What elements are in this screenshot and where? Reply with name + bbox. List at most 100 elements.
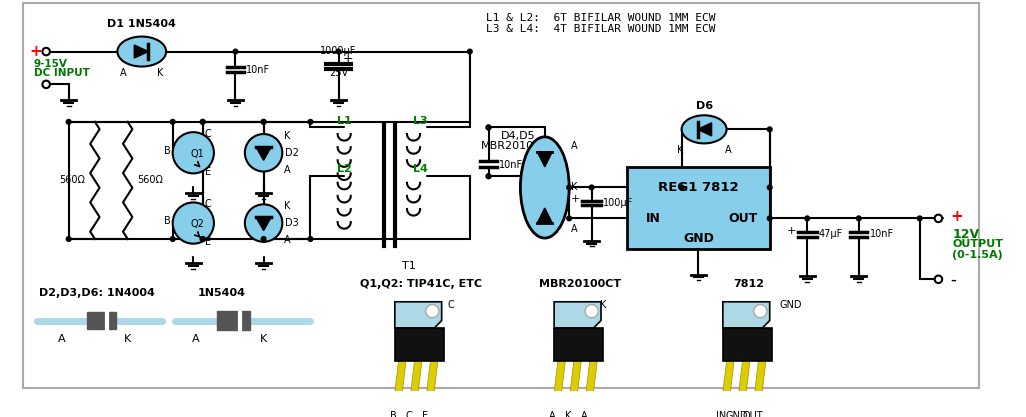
FancyBboxPatch shape [87,312,116,329]
Polygon shape [395,302,441,328]
Polygon shape [256,217,271,231]
Circle shape [767,185,772,190]
Text: +: + [787,226,796,236]
Circle shape [200,237,205,241]
Text: IN: IN [646,212,661,225]
Text: D6: D6 [696,100,713,111]
Text: A: A [571,141,578,151]
Text: A: A [571,224,578,234]
Circle shape [233,49,238,54]
Circle shape [589,185,594,190]
Text: A: A [284,235,290,245]
Circle shape [917,216,922,221]
Text: 560Ω: 560Ω [137,176,163,186]
Text: E: E [204,166,210,176]
Text: K: K [676,145,683,155]
Text: K: K [565,410,571,417]
Text: 12V: 12V [952,228,980,241]
FancyBboxPatch shape [627,167,770,249]
Circle shape [767,127,772,132]
Ellipse shape [520,137,569,238]
Text: +: + [30,44,42,59]
Text: +: + [343,53,353,65]
Circle shape [262,120,266,124]
Text: 560Ω: 560Ω [60,176,85,186]
Text: C: C [405,410,412,417]
Polygon shape [256,147,271,160]
Text: L3: L3 [412,116,428,126]
Circle shape [804,216,810,221]
Text: D1 1N5404: D1 1N5404 [108,19,176,29]
Circle shape [566,216,571,221]
Text: Q1: Q1 [190,149,204,159]
Polygon shape [753,361,766,408]
Text: L4: L4 [412,164,428,174]
Text: Q1,Q2: TIP41C, ETC: Q1,Q2: TIP41C, ETC [360,279,482,289]
Text: C: C [204,199,211,209]
Polygon shape [721,361,734,408]
FancyBboxPatch shape [554,328,603,361]
Ellipse shape [681,115,726,143]
Text: GND: GND [683,233,714,246]
Polygon shape [737,361,750,408]
Polygon shape [393,361,406,408]
Text: Q2: Q2 [190,219,204,229]
Text: L1 & L2:  6T BIFILAR WOUND 1MM ECW: L1 & L2: 6T BIFILAR WOUND 1MM ECW [486,13,716,23]
Polygon shape [538,152,552,167]
Ellipse shape [245,204,282,242]
Text: -: - [951,270,956,288]
Circle shape [426,304,439,318]
Circle shape [200,237,205,241]
Circle shape [200,120,205,124]
Text: C: C [447,299,455,309]
Text: DC INPUT: DC INPUT [34,68,90,78]
Text: D3: D3 [285,218,299,228]
Polygon shape [538,208,552,223]
Circle shape [67,237,71,241]
Circle shape [679,185,684,190]
Circle shape [486,125,490,130]
Text: A: A [581,410,588,417]
Text: MBR20100CT: MBR20100CT [540,279,622,289]
Ellipse shape [172,202,214,244]
Text: D2: D2 [285,148,299,158]
Text: K: K [284,201,290,211]
Circle shape [486,174,490,178]
Text: D2,D3,D6: 1N4004: D2,D3,D6: 1N4004 [39,288,155,298]
Text: 100μF: 100μF [603,198,633,208]
Text: B: B [164,146,170,156]
Text: K: K [571,183,578,193]
Text: A: A [192,334,200,344]
Text: A: A [58,334,66,344]
Circle shape [42,80,50,88]
FancyBboxPatch shape [216,311,249,330]
Text: K: K [284,131,290,141]
Text: MBR20100CT: MBR20100CT [481,141,556,151]
Text: E: E [204,237,210,247]
Text: GND: GND [779,299,801,309]
Circle shape [486,174,490,178]
Text: D4,D5: D4,D5 [502,131,536,141]
Circle shape [262,237,266,241]
Text: K: K [599,299,606,309]
Ellipse shape [245,134,282,171]
FancyBboxPatch shape [23,3,979,388]
Text: T1: T1 [402,261,416,271]
Circle shape [486,125,490,130]
Text: C: C [204,129,211,139]
Text: A: A [120,68,126,78]
Text: 10nF: 10nF [246,65,270,75]
Text: REG1 7812: REG1 7812 [658,181,739,194]
Circle shape [308,120,313,124]
Text: OUT: OUT [728,212,758,225]
Text: 10nF: 10nF [870,229,894,239]
Circle shape [42,48,50,55]
Polygon shape [552,361,565,408]
Text: A: A [284,165,290,175]
Circle shape [468,49,472,54]
Text: 9-15V: 9-15V [34,59,68,69]
Text: GND: GND [725,410,748,417]
Text: L1: L1 [337,116,352,126]
Circle shape [935,215,942,222]
Circle shape [262,120,266,124]
